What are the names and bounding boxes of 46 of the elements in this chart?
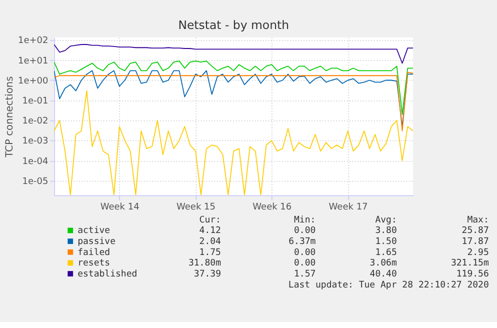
y-tick-label: 1e+02 xyxy=(18,36,48,46)
x-tick-label: Week 14 xyxy=(100,202,140,212)
text: 2.95 xyxy=(467,248,489,258)
text: 6.37m xyxy=(288,236,316,247)
chart-title: Netstat - by month xyxy=(178,18,290,32)
line-series xyxy=(54,60,414,115)
text: 37.39 xyxy=(194,269,221,280)
text: 2.04 xyxy=(199,236,221,247)
text: Last update: Tue Apr 28 22:10:27 2020 xyxy=(288,280,489,290)
text: 31.80m xyxy=(188,258,221,269)
y-tick-label: 1e+01 xyxy=(18,56,48,66)
text: Avg: xyxy=(375,215,397,226)
legend-label: resets xyxy=(78,258,110,269)
text: 3.80 xyxy=(375,226,397,236)
y-tick-label: 1e-02 xyxy=(22,116,48,127)
text: 119.56 xyxy=(456,269,489,280)
text: 0.00 xyxy=(294,258,316,269)
text: 25.87 xyxy=(462,226,489,236)
text: 1.50 xyxy=(375,236,397,247)
text: 3.06m xyxy=(370,258,397,269)
text: 1.65 xyxy=(375,248,397,258)
text: 1.57 xyxy=(294,269,316,280)
text: 4.12 xyxy=(199,226,221,236)
text: 17.87 xyxy=(462,236,489,247)
text: 321.15m xyxy=(450,258,489,269)
y-tick-label: 1e-01 xyxy=(22,96,48,107)
legend-label: passive xyxy=(78,236,116,247)
x-tick-label: Week 16 xyxy=(252,202,292,212)
text: 0.00 xyxy=(294,226,316,236)
legend-label: established xyxy=(78,269,138,280)
y-tick-label: 1e-03 xyxy=(22,136,48,147)
legend-label: failed xyxy=(78,248,110,258)
text: 0.00 xyxy=(294,248,316,258)
line-series xyxy=(54,44,414,64)
text: Cur: xyxy=(199,215,221,226)
y-tick-label: 1e-04 xyxy=(22,156,49,167)
y-tick-label: 1e-05 xyxy=(22,176,48,187)
text: 40.40 xyxy=(370,269,397,280)
y-axis-title: TCP connections xyxy=(4,76,16,158)
x-tick-label: Week 17 xyxy=(328,202,368,212)
text: Min: xyxy=(294,215,316,226)
x-tick-label: Week 15 xyxy=(176,202,216,212)
text: Max: xyxy=(467,215,489,226)
y-tick-label: 1e+00 xyxy=(18,76,49,86)
legend-label: active xyxy=(78,226,110,236)
text: 1.75 xyxy=(199,248,221,258)
